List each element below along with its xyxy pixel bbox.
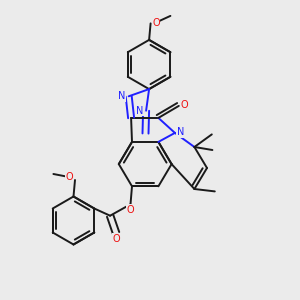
Text: O: O xyxy=(180,100,188,110)
Text: N: N xyxy=(136,106,144,116)
Text: N: N xyxy=(177,127,184,137)
Text: O: O xyxy=(152,17,160,28)
Text: N: N xyxy=(118,91,126,101)
Text: O: O xyxy=(127,205,134,215)
Text: O: O xyxy=(65,172,73,182)
Text: O: O xyxy=(112,234,120,244)
